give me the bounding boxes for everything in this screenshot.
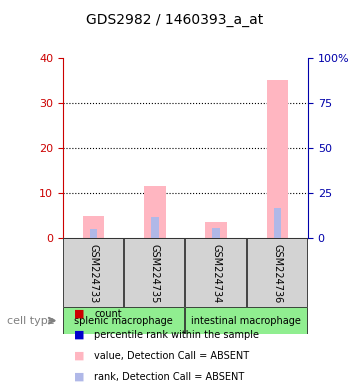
FancyBboxPatch shape	[124, 238, 184, 307]
Text: rank, Detection Call = ABSENT: rank, Detection Call = ABSENT	[94, 372, 245, 382]
Bar	[212, 228, 220, 238]
Bar	[151, 217, 159, 238]
FancyBboxPatch shape	[247, 238, 307, 307]
Text: splenic macrophage: splenic macrophage	[74, 316, 173, 326]
Text: GSM224735: GSM224735	[150, 243, 160, 303]
FancyBboxPatch shape	[63, 307, 184, 334]
Bar	[267, 80, 288, 238]
Text: ■: ■	[74, 330, 84, 340]
Text: ■: ■	[74, 309, 84, 319]
Text: ■: ■	[74, 351, 84, 361]
Bar	[205, 222, 227, 238]
Bar	[274, 208, 281, 238]
Text: GSM224736: GSM224736	[272, 243, 282, 303]
Text: percentile rank within the sample: percentile rank within the sample	[94, 330, 259, 340]
Text: GSM224733: GSM224733	[89, 243, 99, 303]
Bar	[83, 215, 104, 238]
Bar	[90, 229, 97, 238]
Text: ■: ■	[74, 372, 84, 382]
Text: count: count	[94, 309, 122, 319]
FancyBboxPatch shape	[63, 238, 123, 307]
Bar	[144, 186, 166, 238]
Text: value, Detection Call = ABSENT: value, Detection Call = ABSENT	[94, 351, 250, 361]
Text: cell type: cell type	[7, 316, 55, 326]
Text: GDS2982 / 1460393_a_at: GDS2982 / 1460393_a_at	[86, 13, 264, 27]
FancyBboxPatch shape	[186, 238, 245, 307]
Text: intestinal macrophage: intestinal macrophage	[191, 316, 301, 326]
FancyBboxPatch shape	[186, 307, 307, 334]
Text: GSM224734: GSM224734	[211, 243, 221, 303]
